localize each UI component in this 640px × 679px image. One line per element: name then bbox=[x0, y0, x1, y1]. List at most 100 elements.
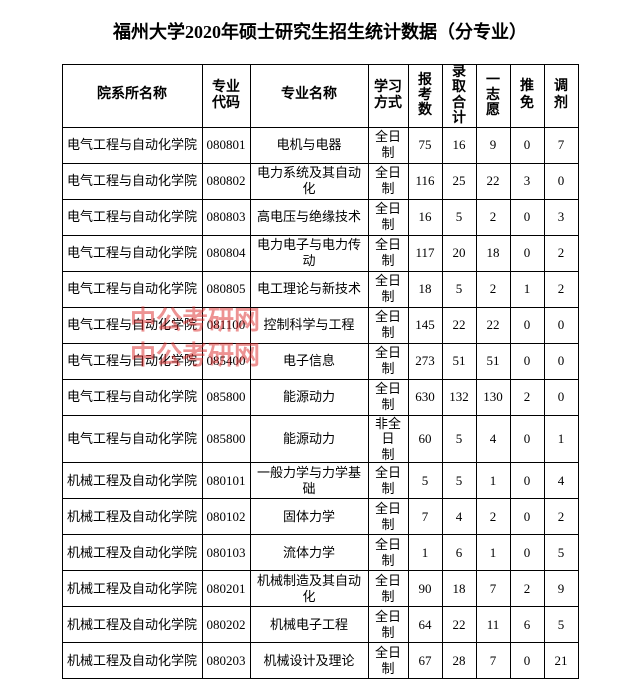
table-row: 电气工程与自动化学院080804电力电子与电力传动全日制117201802 bbox=[62, 235, 578, 271]
table-cell: 132 bbox=[442, 379, 476, 415]
table-cell: 电气工程与自动化学院 bbox=[62, 235, 202, 271]
table-row: 机械工程及自动化学院080202机械电子工程全日制64221165 bbox=[62, 607, 578, 643]
table-cell: 2 bbox=[510, 571, 544, 607]
table-cell: 能源动力 bbox=[250, 379, 368, 415]
table-cell: 75 bbox=[408, 127, 442, 163]
column-header: 专业代码 bbox=[202, 65, 250, 128]
admissions-table: 院系所名称专业代码专业名称学习方式报考数录取合计一志愿推免调剂 电气工程与自动化… bbox=[62, 64, 579, 679]
table-cell: 11 bbox=[476, 607, 510, 643]
table-cell: 080101 bbox=[202, 463, 250, 499]
table-cell: 18 bbox=[408, 271, 442, 307]
table-cell: 90 bbox=[408, 571, 442, 607]
table-cell: 5 bbox=[442, 199, 476, 235]
table-cell: 4 bbox=[476, 415, 510, 463]
table-cell: 64 bbox=[408, 607, 442, 643]
table-cell: 60 bbox=[408, 415, 442, 463]
table-cell: 全日制 bbox=[368, 571, 408, 607]
column-header: 报考数 bbox=[408, 65, 442, 128]
table-cell: 273 bbox=[408, 343, 442, 379]
table-row: 电气工程与自动化学院080803高电压与绝缘技术全日制165203 bbox=[62, 199, 578, 235]
column-header: 学习方式 bbox=[368, 65, 408, 128]
table-cell: 0 bbox=[510, 343, 544, 379]
table-cell: 机械制造及其自动化 bbox=[250, 571, 368, 607]
table-cell: 9 bbox=[544, 571, 578, 607]
table-cell: 7 bbox=[544, 127, 578, 163]
table-cell: 全日制 bbox=[368, 199, 408, 235]
table-cell: 全日制 bbox=[368, 163, 408, 199]
table-row: 电气工程与自动化学院081100控制科学与工程全日制145222200 bbox=[62, 307, 578, 343]
table-cell: 2 bbox=[544, 499, 578, 535]
table-row: 机械工程及自动化学院080101一般力学与力学基础全日制55104 bbox=[62, 463, 578, 499]
table-cell: 电气工程与自动化学院 bbox=[62, 307, 202, 343]
table-cell: 080103 bbox=[202, 535, 250, 571]
table-cell: 控制科学与工程 bbox=[250, 307, 368, 343]
table-cell: 电气工程与自动化学院 bbox=[62, 127, 202, 163]
table-cell: 116 bbox=[408, 163, 442, 199]
table-cell: 5 bbox=[442, 415, 476, 463]
table-cell: 18 bbox=[442, 571, 476, 607]
table-cell: 18 bbox=[476, 235, 510, 271]
table-cell: 电气工程与自动化学院 bbox=[62, 379, 202, 415]
table-cell: 0 bbox=[510, 199, 544, 235]
table-cell: 0 bbox=[510, 415, 544, 463]
table-cell: 0 bbox=[510, 499, 544, 535]
table-cell: 非全日制 bbox=[368, 415, 408, 463]
table-header-row: 院系所名称专业代码专业名称学习方式报考数录取合计一志愿推免调剂 bbox=[62, 65, 578, 128]
table-cell: 5 bbox=[544, 535, 578, 571]
table-cell: 全日制 bbox=[368, 607, 408, 643]
table-cell: 全日制 bbox=[368, 499, 408, 535]
table-cell: 4 bbox=[442, 499, 476, 535]
table-cell: 全日制 bbox=[368, 127, 408, 163]
table-cell: 28 bbox=[442, 643, 476, 679]
table-cell: 0 bbox=[544, 343, 578, 379]
table-cell: 085400 bbox=[202, 343, 250, 379]
column-header: 录取合计 bbox=[442, 65, 476, 128]
table-cell: 机械工程及自动化学院 bbox=[62, 571, 202, 607]
table-cell: 0 bbox=[510, 535, 544, 571]
table-cell: 电力电子与电力传动 bbox=[250, 235, 368, 271]
table-cell: 2 bbox=[476, 499, 510, 535]
table-cell: 22 bbox=[442, 307, 476, 343]
table-cell: 机械工程及自动化学院 bbox=[62, 499, 202, 535]
table-cell: 67 bbox=[408, 643, 442, 679]
column-header: 调剂 bbox=[544, 65, 578, 128]
table-cell: 3 bbox=[544, 199, 578, 235]
table-cell: 16 bbox=[442, 127, 476, 163]
table-cell: 1 bbox=[408, 535, 442, 571]
column-header: 专业名称 bbox=[250, 65, 368, 128]
table-cell: 电力系统及其自动化 bbox=[250, 163, 368, 199]
table-cell: 电气工程与自动化学院 bbox=[62, 199, 202, 235]
table-cell: 1 bbox=[476, 463, 510, 499]
table-cell: 全日制 bbox=[368, 271, 408, 307]
table-cell: 能源动力 bbox=[250, 415, 368, 463]
table-body: 电气工程与自动化学院080801电机与电器全日制7516907电气工程与自动化学… bbox=[62, 127, 578, 679]
table-cell: 145 bbox=[408, 307, 442, 343]
table-cell: 080202 bbox=[202, 607, 250, 643]
table-cell: 0 bbox=[544, 379, 578, 415]
table-cell: 1 bbox=[510, 271, 544, 307]
table-cell: 1 bbox=[544, 415, 578, 463]
table-cell: 51 bbox=[476, 343, 510, 379]
column-header: 推免 bbox=[510, 65, 544, 128]
table-cell: 080102 bbox=[202, 499, 250, 535]
table-cell: 电子信息 bbox=[250, 343, 368, 379]
table-cell: 2 bbox=[476, 199, 510, 235]
table-cell: 6 bbox=[442, 535, 476, 571]
table-cell: 080201 bbox=[202, 571, 250, 607]
table-cell: 1 bbox=[476, 535, 510, 571]
table-cell: 117 bbox=[408, 235, 442, 271]
table-row: 机械工程及自动化学院080201机械制造及其自动化全日制9018729 bbox=[62, 571, 578, 607]
table-cell: 5 bbox=[442, 463, 476, 499]
table-cell: 085800 bbox=[202, 415, 250, 463]
page-title: 福州大学2020年硕士研究生招生统计数据（分专业） bbox=[0, 0, 640, 64]
table-cell: 130 bbox=[476, 379, 510, 415]
table-cell: 7 bbox=[408, 499, 442, 535]
table-cell: 电工理论与新技术 bbox=[250, 271, 368, 307]
table-cell: 电气工程与自动化学院 bbox=[62, 415, 202, 463]
table-cell: 全日制 bbox=[368, 463, 408, 499]
table-cell: 机械工程及自动化学院 bbox=[62, 535, 202, 571]
table-cell: 080804 bbox=[202, 235, 250, 271]
table-cell: 机械设计及理论 bbox=[250, 643, 368, 679]
table-cell: 全日制 bbox=[368, 307, 408, 343]
table-cell: 16 bbox=[408, 199, 442, 235]
